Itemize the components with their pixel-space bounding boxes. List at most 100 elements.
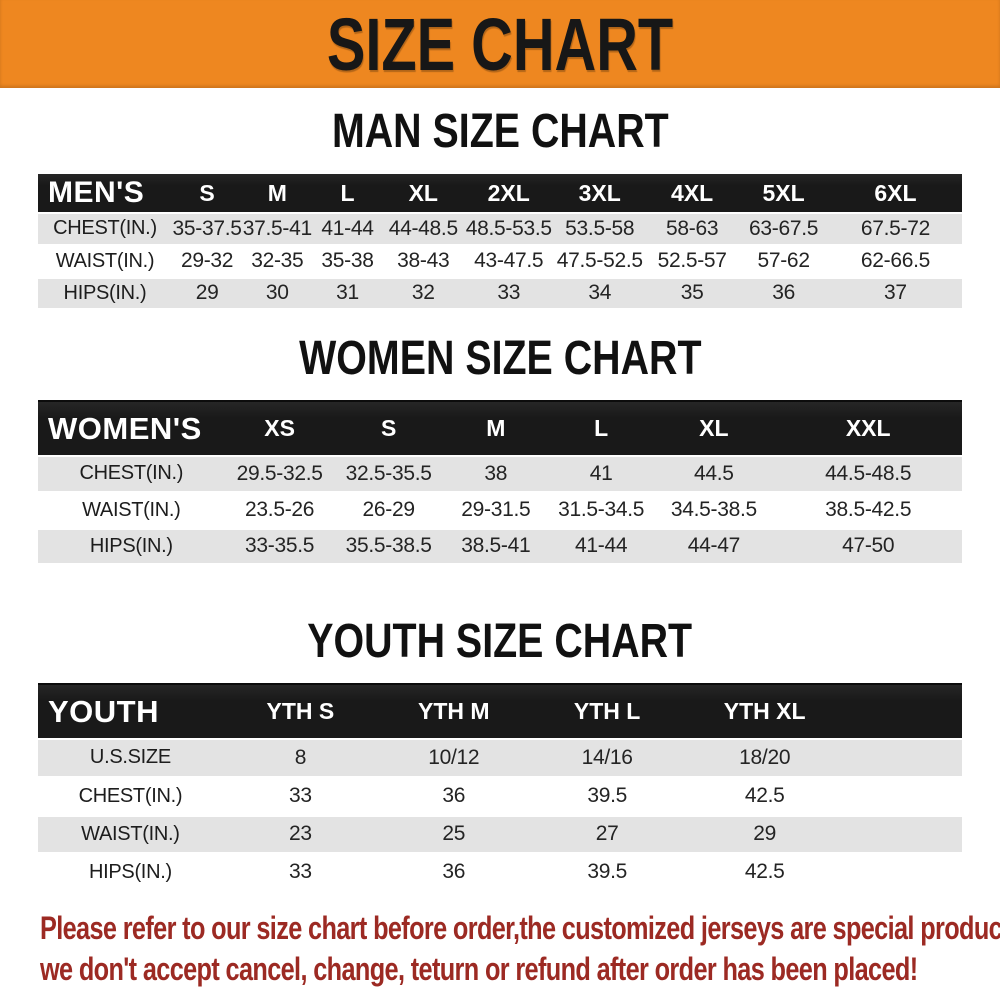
size-header-row: MEN'S S M L XL 2XL 3XL 4XL 5XL 6XL [38,174,962,214]
row-label: WAIST(IN.) [38,815,223,855]
size-column-header: YTH S [222,683,379,740]
size-column-header: M [242,174,313,214]
size-value: 63-67.5 [738,213,829,247]
size-value: 36 [738,277,829,311]
size-value: 43-47.5 [463,245,554,279]
size-value: 29.5-32.5 [224,456,335,494]
size-value: 41-44 [312,213,383,247]
size-value: 32-35 [242,245,313,279]
table-row: HIPS(IN.) 33 36 39.5 42.5 [38,853,962,893]
row-label: WAIST(IN.) [38,492,225,530]
men-size-table: MEN'S S M L XL 2XL 3XL 4XL 5XL 6XL CHEST(IN.) 35-37… [38,174,962,311]
size-value: 10/12 [378,739,530,779]
size-value: 25 [378,815,530,855]
size-column-header: XL [382,174,464,214]
size-value: 44-47 [653,528,775,566]
blank-cell [844,853,962,893]
table-row: HIPS(IN.) 29 30 31 32 33 34 35 36 37 [38,277,962,311]
size-column-header: S [171,174,243,214]
size-column-header: XS [224,400,335,457]
disclaimer-line-1: Please refer to our size chart before or… [40,910,1000,946]
size-value: 42.5 [684,853,845,893]
blank-cell [844,777,962,817]
size-column-header: M [442,400,549,457]
table-header-label: MEN'S [38,174,172,214]
table-row: CHEST(IN.) 35-37.5 37.5-41 41-44 44-48.5 48.5… [38,213,962,247]
blank-header-cell [844,683,962,740]
size-value: 58-63 [645,213,739,247]
size-value: 35.5-38.5 [334,528,443,566]
size-value: 62-66.5 [828,245,962,279]
size-value: 34.5-38.5 [653,492,775,530]
size-value: 44-48.5 [382,213,464,247]
table-header-label: WOMEN'S [38,400,225,457]
size-value: 18/20 [684,739,845,779]
size-value: 34 [553,277,646,311]
row-label: HIPS(IN.) [38,853,223,893]
size-value: 44.5-48.5 [774,456,962,494]
row-label: CHEST(IN.) [38,777,223,817]
size-value: 41-44 [548,528,654,566]
size-value: 52.5-57 [645,245,739,279]
youth-section-title: YOUTH SIZE CHART [0,614,1000,669]
size-value: 33 [222,853,379,893]
man-section-title: MAN SIZE CHART [0,104,1000,159]
size-value: 29-32 [171,245,243,279]
size-column-header: XXL [774,400,962,457]
size-column-header: L [312,174,383,214]
size-value: 41 [548,456,654,494]
row-label: WAIST(IN.) [38,245,172,279]
youth-size-table: YOUTH YTH S YTH M YTH L YTH XL U.S.SIZE 8 10/12… [38,683,962,893]
size-value: 35 [645,277,739,311]
table-row: WAIST(IN.) 23 25 27 29 [38,815,962,855]
size-column-header: XL [653,400,775,457]
size-value: 36 [378,853,530,893]
size-value: 36 [378,777,530,817]
size-column-header: 2XL [463,174,554,214]
disclaimer-line-2: we don't accept cancel, change, teturn o… [40,951,918,987]
size-value: 67.5-72 [828,213,962,247]
size-value: 44.5 [653,456,775,494]
table-header-label: YOUTH [38,683,223,740]
size-header-row: YOUTH YTH S YTH M YTH L YTH XL [38,683,962,740]
size-column-header: 5XL [738,174,829,214]
size-value: 26-29 [334,492,443,530]
table-row: U.S.SIZE 8 10/12 14/16 18/20 [38,739,962,779]
size-value: 37.5-41 [242,213,313,247]
size-column-header: 6XL [828,174,962,214]
size-value: 30 [242,277,313,311]
size-value: 33 [463,277,554,311]
size-value: 38.5-42.5 [774,492,962,530]
size-value: 31 [312,277,383,311]
blank-cell [844,739,962,779]
size-value: 57-62 [738,245,829,279]
women-section-title-text: WOMEN SIZE CHART [298,332,702,385]
women-section-title: WOMEN SIZE CHART [0,331,1000,386]
size-value: 23 [222,815,379,855]
size-value: 39.5 [529,853,685,893]
row-label: HIPS(IN.) [38,277,172,311]
size-value: 38 [442,456,549,494]
size-value: 32.5-35.5 [334,456,443,494]
size-value: 27 [529,815,685,855]
size-value: 8 [222,739,379,779]
women-size-table: WOMEN'S XS S M L XL XXL CHEST(IN.) 29.5-32.5 32.5… [38,400,962,566]
order-disclaimer: Please refer to our size chart before or… [40,908,1000,990]
size-column-header: 3XL [553,174,646,214]
row-label: CHEST(IN.) [38,213,172,247]
size-value: 53.5-58 [553,213,646,247]
size-value: 39.5 [529,777,685,817]
size-value: 35-37.5 [171,213,243,247]
size-value: 38-43 [382,245,464,279]
size-column-header: YTH L [529,683,685,740]
man-section-title-text: MAN SIZE CHART [331,105,669,158]
size-value: 14/16 [529,739,685,779]
size-value: 29 [684,815,845,855]
youth-section-title-text: YOUTH SIZE CHART [307,615,693,668]
size-column-header: YTH M [378,683,530,740]
size-value: 47-50 [774,528,962,566]
row-label: U.S.SIZE [38,739,223,779]
size-value: 33 [222,777,379,817]
size-value: 48.5-53.5 [463,213,554,247]
table-row: WAIST(IN.) 29-32 32-35 35-38 38-43 43-47.5 47.… [38,245,962,279]
